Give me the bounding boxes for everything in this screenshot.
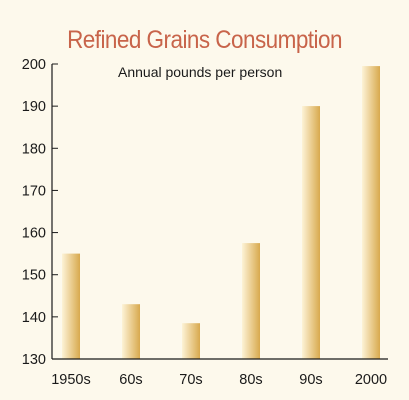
bars-group: [62, 66, 380, 359]
x-tick-label: 90s: [299, 372, 322, 388]
y-tick-label: 140: [22, 310, 46, 326]
bar-90s: [302, 106, 320, 359]
bar-70s: [182, 323, 200, 359]
bar-1950s: [62, 253, 80, 359]
x-tick-label: 60s: [119, 372, 142, 388]
bar-80s: [242, 243, 260, 359]
chart-subtitle: Annual pounds per person: [118, 64, 282, 80]
bar-2000: [362, 66, 380, 359]
y-tick-label: 170: [22, 183, 46, 199]
x-tick-label: 1950s: [51, 372, 91, 388]
y-tick-label: 180: [22, 141, 46, 157]
x-ticks: 1950s 60s 70s 80s 90s 2000: [51, 372, 387, 388]
y-tick-label: 130: [22, 352, 46, 368]
y-ticks: 130 140 150 160 170 180 190 200: [22, 57, 58, 368]
y-tick-label: 160: [22, 226, 46, 242]
x-tick-label: 2000: [355, 372, 387, 388]
y-tick-label: 200: [22, 57, 46, 73]
x-tick-label: 70s: [179, 372, 202, 388]
bar-60s: [122, 304, 140, 359]
y-tick-label: 190: [22, 99, 46, 115]
chart-title: Refined Grains Consumption: [67, 26, 342, 54]
y-tick-label: 150: [22, 268, 46, 284]
x-tick-label: 80s: [239, 372, 262, 388]
